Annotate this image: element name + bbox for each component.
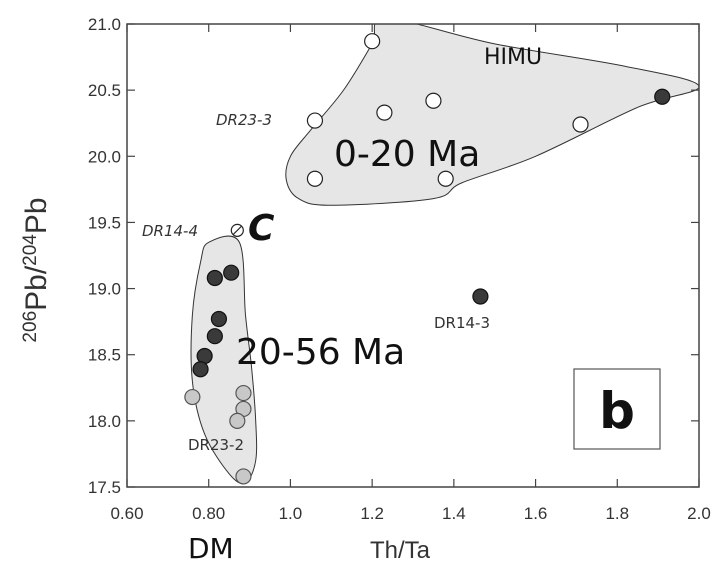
x-tick-label: 1.8 bbox=[605, 504, 629, 523]
data-points bbox=[184, 33, 671, 485]
y-tick-label: 18.0 bbox=[88, 412, 121, 431]
hatch-mark bbox=[232, 225, 242, 235]
y-title-pb-2: Pb bbox=[20, 197, 53, 234]
y-tick-label: 19.0 bbox=[88, 280, 121, 299]
data-point-filled-dark bbox=[654, 88, 671, 105]
data-point-filled-dark bbox=[206, 328, 223, 345]
data-point-open bbox=[306, 112, 324, 129]
sample-label-dr14-4: DR14-4 bbox=[142, 222, 198, 240]
plot-frame bbox=[126, 23, 700, 488]
y-tick-label: 19.5 bbox=[88, 213, 121, 232]
y-tick-label: 20.5 bbox=[88, 81, 121, 100]
data-point-filled-dark bbox=[206, 269, 223, 287]
data-point-filled-dark bbox=[223, 264, 240, 281]
himu-label: HIMU bbox=[484, 45, 542, 70]
c-label: C bbox=[248, 208, 275, 249]
y-title-pb-1: Pb/ bbox=[20, 265, 53, 311]
y-tick-label: 17.5 bbox=[88, 478, 121, 497]
data-point-filled-light bbox=[235, 468, 252, 485]
x-axis-title: Th/Ta bbox=[370, 537, 431, 564]
x-tick-label: 1.2 bbox=[360, 504, 384, 523]
data-point-filled-dark bbox=[192, 361, 209, 378]
panel-letter-box bbox=[573, 368, 661, 450]
panel-letter: b bbox=[599, 382, 635, 440]
x-tick-label: 1.0 bbox=[279, 504, 303, 523]
old-range-label: 20-56 Ma bbox=[236, 332, 405, 373]
data-point-filled-light bbox=[235, 384, 252, 402]
data-point-open bbox=[572, 116, 589, 133]
data-point-open bbox=[306, 170, 324, 187]
dm-label: DM bbox=[188, 532, 234, 565]
sample-label-dr23-2: DR23-2 bbox=[188, 436, 244, 454]
x-tick-label: 1.6 bbox=[524, 504, 548, 523]
x-tick-label: 0.60 bbox=[110, 504, 143, 523]
y-axis-title: 206Pb/204Pb bbox=[20, 197, 53, 342]
sample-label-dr23-3: DR23-3 bbox=[216, 111, 272, 129]
x-tick-label: 2.0 bbox=[687, 504, 711, 523]
y-title-sup-206: 206 bbox=[20, 311, 41, 343]
x-tick-label: 0.80 bbox=[192, 504, 225, 523]
data-point-filled-dark bbox=[472, 288, 489, 305]
y-tick-label: 18.5 bbox=[88, 346, 121, 365]
data-point-filled-light bbox=[184, 388, 201, 406]
data-point-open bbox=[425, 92, 442, 109]
y-tick-label: 20.0 bbox=[88, 147, 121, 166]
young-range-label: 0-20 Ma bbox=[334, 134, 480, 175]
data-point-filled-dark bbox=[210, 310, 228, 328]
data-point-open bbox=[437, 170, 454, 187]
data-point-open bbox=[376, 104, 393, 121]
axis-ticks: 0.60 0.80 1.0 1.2 1.4 1.6 1.8 2.0 17.5 18.0 18.5 19… bbox=[88, 15, 711, 523]
data-point-filled-light bbox=[229, 412, 246, 429]
y-title-sup-204: 204 bbox=[20, 234, 41, 266]
data-point-open bbox=[364, 33, 381, 50]
sample-label-dr14-3: DR14-3 bbox=[434, 314, 490, 332]
y-tick-label: 21.0 bbox=[88, 15, 121, 34]
x-tick-label: 1.4 bbox=[442, 504, 466, 523]
